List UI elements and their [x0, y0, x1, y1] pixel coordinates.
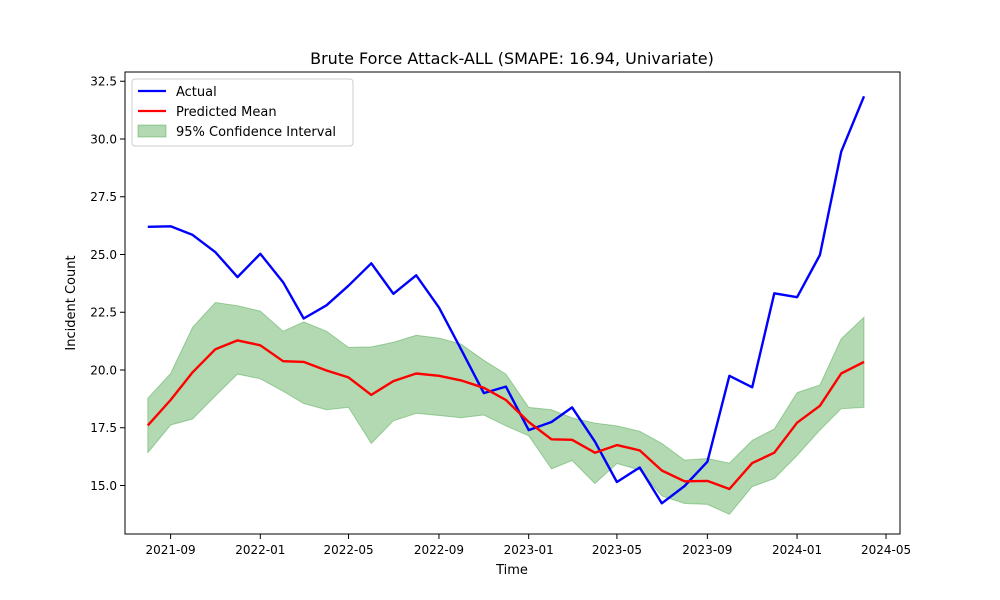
x-tick-label: 2023-09	[682, 543, 732, 557]
legend-label-actual: Actual	[176, 85, 217, 100]
x-axis-ticks: 2021-09 2022-01 2022-05 2022-09 2023-01 2023-…	[146, 534, 911, 557]
confidence-interval-band	[147, 301, 865, 516]
y-tick-label: 15.0	[90, 479, 117, 493]
x-tick-label: 2024-05	[861, 543, 911, 557]
x-tick-label: 2021-09	[146, 543, 196, 557]
series-line-predicted-mean	[146, 339, 865, 491]
series-layer	[146, 95, 866, 505]
series-line-actual	[147, 95, 866, 505]
y-tick-label: 17.5	[90, 421, 117, 435]
x-tick-label: 2022-05	[323, 543, 373, 557]
legend: Actual Predicted Mean 95% Confidence Int…	[131, 78, 354, 147]
x-tick-label: 2022-01	[235, 543, 285, 557]
plot-frame	[124, 71, 901, 535]
x-axis-label: Time	[495, 563, 528, 578]
chart-title: Brute Force Attack-ALL (SMAPE: 16.94, Un…	[310, 49, 714, 68]
x-tick-label: 2024-01	[772, 543, 822, 557]
legend-label-confidence-interval: 95% Confidence Interval	[176, 125, 336, 140]
legend-box	[131, 78, 354, 147]
x-tick-label: 2023-01	[504, 543, 554, 557]
x-tick-label: 2022-09	[414, 543, 464, 557]
y-axis-ticks: 15.0 17.5 20.0 22.5 25.0 27.5 30.0 32.5	[90, 75, 125, 493]
legend-swatch-confidence-interval	[137, 124, 167, 138]
y-tick-label: 20.0	[90, 363, 117, 377]
legend-label-predicted-mean: Predicted Mean	[176, 105, 277, 120]
y-tick-label: 22.5	[90, 306, 117, 320]
y-tick-label: 32.5	[90, 75, 117, 89]
y-axis-label: Incident Count	[64, 255, 79, 350]
x-tick-label: 2023-05	[592, 543, 642, 557]
y-tick-label: 25.0	[90, 248, 117, 262]
confidence-band-layer	[147, 301, 865, 516]
y-tick-label: 27.5	[90, 190, 117, 204]
y-tick-label: 30.0	[90, 132, 117, 146]
